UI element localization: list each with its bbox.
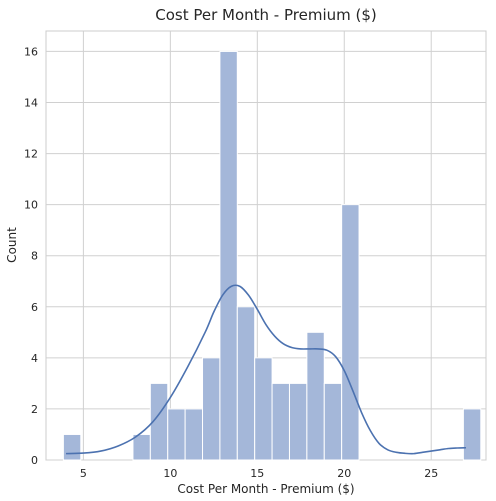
histogram-bar <box>323 382 343 461</box>
y-tick-label: 4 <box>31 352 38 365</box>
histogram-bar <box>462 408 482 461</box>
histogram-bar <box>219 50 238 461</box>
y-axis-ticks: 0 2 4 6 8 10 12 14 16 <box>24 45 38 467</box>
histogram-bar <box>306 331 325 461</box>
plot-area <box>45 30 487 461</box>
y-tick-label: 16 <box>24 45 38 58</box>
x-tick-label: 25 <box>424 467 438 480</box>
histogram-bar <box>202 357 221 461</box>
y-tick-label: 6 <box>31 301 38 314</box>
histogram-bar <box>341 204 360 461</box>
x-axis-ticks: 5 10 15 20 25 <box>80 467 438 480</box>
histogram-bar <box>236 306 256 461</box>
x-axis-label: Cost Per Month - Premium ($) <box>177 482 354 496</box>
x-tick-label: 5 <box>80 467 87 480</box>
chart-title: Cost Per Month - Premium ($) <box>155 6 377 24</box>
y-tick-label: 0 <box>31 454 38 467</box>
x-tick-label: 15 <box>250 467 264 480</box>
y-tick-label: 14 <box>24 97 38 110</box>
histogram-bar <box>254 357 273 461</box>
histogram-bar <box>62 433 82 461</box>
y-tick-label: 8 <box>31 250 38 263</box>
x-tick-label: 20 <box>337 467 351 480</box>
y-tick-label: 10 <box>24 199 38 212</box>
y-axis-label: Count <box>5 227 19 263</box>
y-tick-label: 2 <box>31 403 38 416</box>
x-tick-label: 10 <box>163 467 177 480</box>
histogram-bar <box>132 433 151 461</box>
histogram-bar <box>271 382 290 461</box>
y-tick-label: 12 <box>24 148 38 161</box>
kde-curve <box>65 284 467 455</box>
histogram-bar <box>184 408 204 461</box>
histogram-bar <box>288 382 308 461</box>
histogram-bar <box>167 408 186 461</box>
